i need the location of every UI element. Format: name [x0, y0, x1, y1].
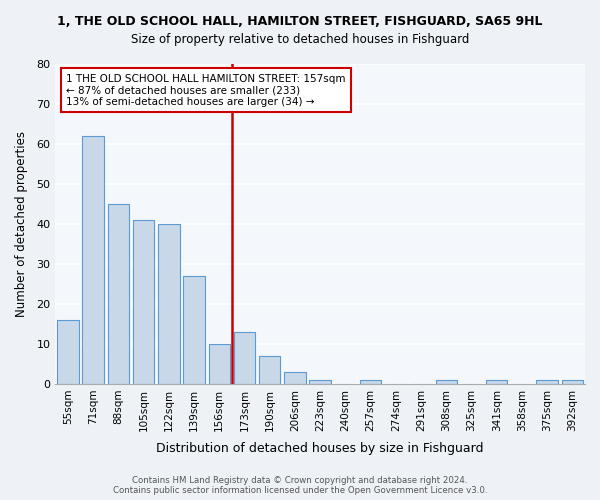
Bar [82, 136, 104, 384]
Bar [360, 380, 382, 384]
Text: 1, THE OLD SCHOOL HALL, HAMILTON STREET, FISHGUARD, SA65 9HL: 1, THE OLD SCHOOL HALL, HAMILTON STREET,… [57, 15, 543, 28]
Text: 1 THE OLD SCHOOL HALL HAMILTON STREET: 157sqm
← 87% of detached houses are small: 1 THE OLD SCHOOL HALL HAMILTON STREET: 1… [66, 74, 346, 107]
Bar [562, 380, 583, 384]
Bar [107, 204, 129, 384]
Text: Size of property relative to detached houses in Fishguard: Size of property relative to detached ho… [131, 32, 469, 46]
Bar [436, 380, 457, 384]
Bar [184, 276, 205, 384]
Y-axis label: Number of detached properties: Number of detached properties [15, 131, 28, 317]
Bar [158, 224, 179, 384]
Text: Contains HM Land Registry data © Crown copyright and database right 2024.
Contai: Contains HM Land Registry data © Crown c… [113, 476, 487, 495]
Bar [310, 380, 331, 384]
Bar [284, 372, 305, 384]
Bar [536, 380, 558, 384]
Bar [259, 356, 280, 384]
X-axis label: Distribution of detached houses by size in Fishguard: Distribution of detached houses by size … [157, 442, 484, 455]
Bar [234, 332, 255, 384]
Bar [133, 220, 154, 384]
Bar [209, 344, 230, 384]
Bar [57, 320, 79, 384]
Bar [486, 380, 508, 384]
